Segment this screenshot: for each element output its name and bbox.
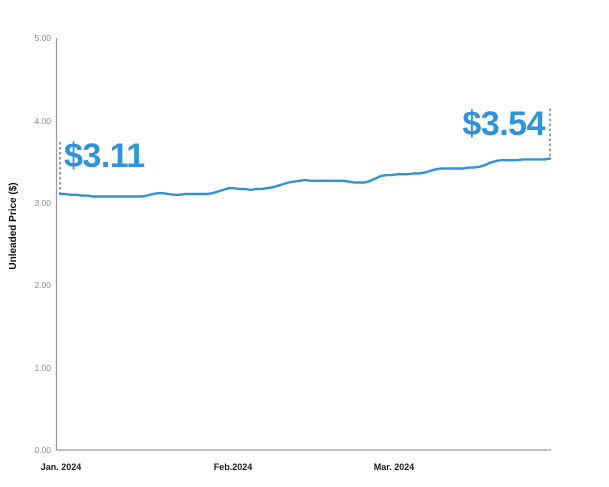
x-tick-label-jan: Jan. 2024 (40, 462, 82, 472)
y-tick-label-4: 4.00 (34, 116, 51, 126)
y-tick-label-3: 3.00 (34, 198, 51, 208)
y-tick-label-2: 2.00 (34, 280, 51, 290)
start-price-annotation: $3.11 (64, 137, 145, 175)
y-tick-label-0: 0.00 (34, 445, 51, 455)
y-tick-label-5: 5.00 (34, 33, 51, 43)
x-tick-label-feb: Feb.2024 (213, 462, 253, 472)
x-tick-label-mar: Mar. 2024 (373, 462, 415, 472)
price-line (58, 157, 552, 198)
end-price-annotation: $3.54 (462, 105, 545, 143)
y-tick-label-1: 1.00 (34, 363, 51, 373)
y-axis-title: Unleaded Price ($) (8, 182, 19, 270)
